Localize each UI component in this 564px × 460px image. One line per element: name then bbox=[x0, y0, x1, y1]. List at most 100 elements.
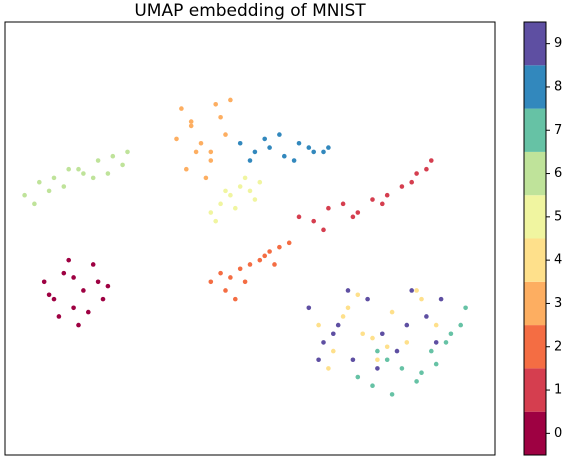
point bbox=[208, 210, 214, 215]
point bbox=[414, 288, 419, 293]
point bbox=[233, 205, 238, 211]
point bbox=[242, 175, 248, 181]
point bbox=[311, 149, 317, 155]
point bbox=[331, 331, 336, 337]
point bbox=[32, 201, 37, 207]
point bbox=[409, 288, 415, 293]
point bbox=[95, 158, 101, 163]
point bbox=[247, 188, 253, 194]
point bbox=[389, 309, 395, 315]
colorbar-segment bbox=[524, 368, 546, 412]
colorbar-label: 9 bbox=[554, 36, 562, 51]
point bbox=[370, 197, 375, 202]
point bbox=[193, 149, 199, 155]
point bbox=[419, 296, 424, 302]
point bbox=[414, 379, 419, 384]
point bbox=[384, 357, 390, 363]
point bbox=[380, 331, 385, 337]
point bbox=[404, 340, 410, 345]
point bbox=[414, 171, 419, 176]
point bbox=[321, 149, 326, 155]
point bbox=[105, 171, 111, 176]
point bbox=[340, 201, 346, 207]
point bbox=[213, 218, 218, 224]
point bbox=[433, 361, 439, 367]
point bbox=[272, 262, 277, 267]
point bbox=[267, 249, 272, 254]
point bbox=[311, 218, 317, 224]
point bbox=[86, 309, 91, 315]
point bbox=[76, 166, 81, 172]
chart-title: UMAP embedding of MNIST bbox=[134, 1, 366, 21]
point bbox=[51, 296, 57, 302]
point bbox=[233, 296, 238, 302]
point bbox=[218, 114, 223, 120]
point bbox=[370, 335, 375, 341]
point bbox=[389, 392, 395, 397]
point bbox=[340, 314, 346, 319]
point bbox=[448, 331, 454, 337]
point bbox=[424, 314, 429, 319]
point bbox=[438, 296, 444, 302]
point bbox=[380, 201, 385, 207]
point bbox=[218, 201, 223, 207]
colorbar-segment bbox=[524, 151, 546, 196]
point bbox=[90, 262, 96, 267]
point bbox=[458, 322, 464, 328]
point bbox=[46, 292, 52, 298]
point bbox=[61, 270, 67, 276]
point bbox=[228, 275, 233, 280]
colorbar-segment bbox=[524, 411, 546, 455]
colorbar-frame bbox=[523, 21, 547, 456]
point bbox=[286, 240, 292, 246]
point bbox=[41, 279, 47, 285]
point bbox=[110, 153, 116, 159]
colorbar-label: 4 bbox=[554, 253, 562, 268]
point bbox=[355, 374, 361, 380]
colorbar-label: 8 bbox=[554, 79, 562, 94]
point bbox=[71, 275, 76, 280]
point bbox=[429, 158, 434, 163]
point bbox=[188, 123, 194, 129]
colorbar-segment bbox=[524, 238, 546, 282]
point bbox=[375, 366, 380, 371]
point bbox=[355, 210, 361, 215]
point bbox=[247, 158, 253, 163]
point bbox=[228, 192, 233, 198]
point bbox=[213, 101, 218, 107]
point bbox=[223, 288, 228, 293]
point bbox=[399, 366, 405, 371]
point bbox=[81, 288, 86, 293]
point bbox=[433, 340, 439, 345]
point bbox=[22, 192, 27, 198]
point bbox=[237, 266, 243, 272]
point bbox=[277, 244, 282, 250]
point bbox=[237, 184, 243, 189]
point bbox=[350, 357, 356, 363]
point bbox=[326, 366, 331, 371]
point bbox=[384, 192, 390, 198]
point bbox=[296, 140, 302, 146]
point bbox=[375, 357, 380, 363]
point bbox=[76, 322, 81, 328]
point bbox=[208, 158, 214, 163]
point bbox=[223, 188, 228, 194]
point bbox=[350, 214, 356, 220]
colorbar-label: 1 bbox=[554, 383, 562, 398]
point bbox=[90, 175, 96, 181]
point bbox=[66, 166, 71, 172]
point bbox=[66, 257, 71, 263]
point bbox=[463, 305, 468, 311]
point bbox=[174, 136, 179, 142]
colorbar-segment bbox=[524, 108, 546, 152]
point bbox=[375, 348, 380, 354]
colorbar-label: 5 bbox=[554, 209, 562, 224]
point bbox=[46, 188, 52, 194]
point bbox=[433, 322, 439, 328]
point bbox=[345, 288, 351, 293]
point bbox=[56, 314, 62, 319]
point bbox=[208, 149, 214, 155]
point bbox=[296, 214, 302, 220]
point bbox=[331, 348, 336, 354]
